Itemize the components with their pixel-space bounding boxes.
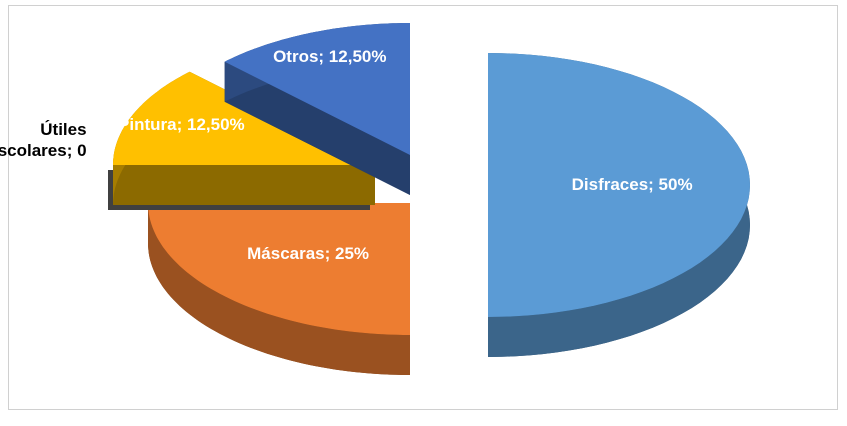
slice: [488, 53, 750, 357]
data-label: Útiles escolares; 0: [0, 120, 87, 160]
data-label: Máscaras; 25%: [247, 244, 370, 264]
data-label: Otros; 12,50%: [273, 47, 387, 67]
slice-edge: [113, 165, 375, 205]
data-label: Disfraces; 50%: [571, 175, 693, 194]
data-label: Pintura; 12,50%: [118, 114, 245, 134]
slice: [224, 23, 410, 196]
slice-top: [224, 23, 410, 155]
slice-top: [148, 203, 410, 335]
slice-side: [148, 203, 410, 375]
slice: [148, 203, 410, 375]
slice-top: [488, 53, 750, 317]
slice-edge: [224, 61, 410, 196]
